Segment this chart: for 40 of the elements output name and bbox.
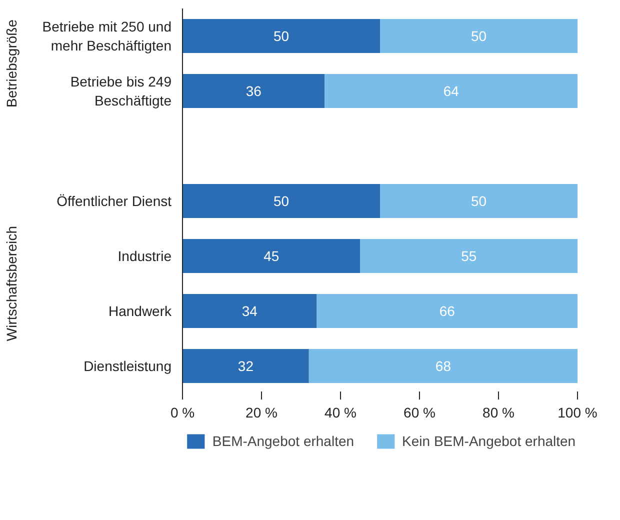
x-tick-label: 40 %	[324, 404, 356, 420]
legend-label: Kein BEM-Angebot erhalten	[402, 433, 576, 449]
data-label: 68	[435, 358, 452, 374]
x-tick-label: 20 %	[246, 404, 278, 420]
bar	[316, 294, 578, 328]
text: Wirtschaftsbereich	[4, 226, 20, 342]
x-tick-label: 60 %	[404, 404, 436, 420]
data-label: 66	[439, 303, 456, 319]
x-tick-label: 0 %	[170, 404, 195, 420]
x-tick-label: 100 %	[558, 404, 598, 420]
bar	[182, 74, 325, 108]
bar	[380, 184, 578, 218]
data-label: 34	[242, 303, 258, 319]
data-label: 45	[264, 248, 280, 264]
y-tick-label: Industrie	[118, 248, 172, 264]
y-tick-label: Betriebe bis 249 Beschäftigte	[70, 73, 172, 109]
y-tick-label: Betriebe mit 250 und mehr Beschäftigten	[42, 18, 172, 54]
data-label: 36	[246, 83, 262, 99]
data-label: 50	[273, 193, 290, 209]
data-label: 55	[461, 248, 477, 264]
data-label: 64	[443, 83, 460, 99]
bar	[182, 348, 309, 384]
y-tick-label: Öffentlicher Dienst	[56, 193, 172, 209]
bar	[182, 294, 317, 328]
bar	[308, 348, 578, 384]
x-tick-label: 80 %	[482, 404, 514, 420]
data-label: 32	[238, 358, 254, 374]
bar	[380, 18, 578, 54]
data-label: 50	[470, 28, 487, 44]
y-tick-label: Dienstleistung	[84, 358, 172, 374]
y-tick-label: Handwerk	[108, 303, 172, 319]
legend-label: BEM-Angebot erhalten	[212, 433, 354, 449]
bar	[182, 184, 380, 218]
bar	[360, 238, 578, 274]
text: Betriebsgröße	[4, 19, 20, 108]
bar	[324, 74, 578, 108]
bar	[182, 238, 360, 274]
data-label: 50	[470, 193, 487, 209]
bar	[182, 18, 380, 54]
data-label: 50	[273, 28, 290, 44]
